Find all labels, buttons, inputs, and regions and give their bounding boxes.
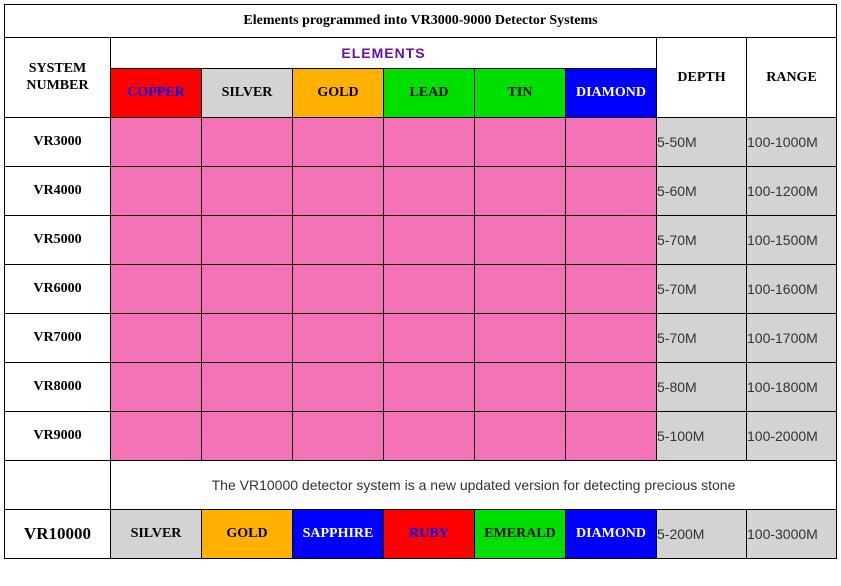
element-cell: [293, 216, 384, 265]
vr10000-element-sapphire: SAPPHIRE: [293, 510, 384, 559]
element-cell: [566, 314, 657, 363]
vr10000-element-silver: SILVER: [111, 510, 202, 559]
range-cell: 100-2000M: [747, 412, 837, 461]
title-row: Elements programmed into VR3000-9000 Det…: [5, 5, 837, 38]
element-header-diamond: DIAMOND: [566, 69, 657, 118]
systems-body: VR3000 5-50M100-1000M VR4000 5-60M100-1200M…: [5, 118, 837, 461]
detector-table: Elements programmed into VR3000-9000 Det…: [4, 4, 837, 559]
element-cell: [566, 412, 657, 461]
table-title: Elements programmed into VR3000-9000 Det…: [5, 5, 837, 38]
system-row: VR8000 5-80M100-1800M: [5, 363, 837, 412]
element-cell: [111, 363, 202, 412]
depth-cell: 5-60M: [657, 167, 747, 216]
system-name: VR8000: [5, 363, 111, 412]
element-cell: [566, 363, 657, 412]
element-cell: [111, 314, 202, 363]
element-header-lead: LEAD: [384, 69, 475, 118]
system-row: VR6000 5-70M100-1600M: [5, 265, 837, 314]
element-cell: [475, 216, 566, 265]
vr10000-element-gold: GOLD: [202, 510, 293, 559]
element-cell: [293, 412, 384, 461]
range-cell: 100-1600M: [747, 265, 837, 314]
range-cell: 100-1200M: [747, 167, 837, 216]
vr10000-element-diamond: DIAMOND: [566, 510, 657, 559]
element-cell: [202, 363, 293, 412]
system-number-header-text: SYSTEM NUMBER: [26, 61, 88, 93]
element-cell: [202, 167, 293, 216]
element-cell: [475, 412, 566, 461]
elements-heading: ELEMENTS: [111, 38, 657, 69]
element-cell: [384, 216, 475, 265]
element-header-tin: TIN: [475, 69, 566, 118]
element-cell: [475, 167, 566, 216]
element-cell: [111, 167, 202, 216]
system-row: VR9000 5-100M100-2000M: [5, 412, 837, 461]
range-cell: 100-1500M: [747, 216, 837, 265]
element-cell: [111, 412, 202, 461]
system-name: VR4000: [5, 167, 111, 216]
note-text: The VR10000 detector system is a new upd…: [111, 461, 837, 510]
depth-cell: 5-70M: [657, 314, 747, 363]
range-cell: 100-1700M: [747, 314, 837, 363]
element-cell: [111, 216, 202, 265]
vr10000-depth: 5-200M: [657, 510, 747, 559]
element-cell: [384, 118, 475, 167]
element-cell: [202, 412, 293, 461]
element-cell: [202, 314, 293, 363]
element-header-silver: SILVER: [202, 69, 293, 118]
depth-cell: 5-70M: [657, 265, 747, 314]
element-cell: [293, 167, 384, 216]
element-cell: [566, 265, 657, 314]
range-header: RANGE: [747, 38, 837, 118]
vr10000-element-emerald: EMERALD: [475, 510, 566, 559]
depth-cell: 5-70M: [657, 216, 747, 265]
system-row: VR5000 5-70M100-1500M: [5, 216, 837, 265]
depth-cell: 5-50M: [657, 118, 747, 167]
element-cell: [111, 118, 202, 167]
element-cell: [293, 118, 384, 167]
system-number-header: SYSTEM NUMBER: [5, 38, 111, 118]
vr10000-range: 100-3000M: [747, 510, 837, 559]
element-header-copper: COPPER: [111, 69, 202, 118]
system-name: VR9000: [5, 412, 111, 461]
element-cell: [475, 265, 566, 314]
system-row: VR7000 5-70M100-1700M: [5, 314, 837, 363]
element-cell: [566, 216, 657, 265]
system-name: VR5000: [5, 216, 111, 265]
element-cell: [566, 118, 657, 167]
element-cell: [111, 265, 202, 314]
element-cell: [384, 412, 475, 461]
element-cell: [384, 363, 475, 412]
depth-cell: 5-100M: [657, 412, 747, 461]
element-cell: [475, 118, 566, 167]
element-cell: [475, 314, 566, 363]
range-cell: 100-1800M: [747, 363, 837, 412]
range-cell: 100-1000M: [747, 118, 837, 167]
element-cell: [384, 265, 475, 314]
element-header-gold: GOLD: [293, 69, 384, 118]
vr10000-element-ruby: RUBY: [384, 510, 475, 559]
vr10000-row: VR10000SILVERGOLDSAPPHIRERUBYEMERALDDIAM…: [5, 510, 837, 559]
vr10000-name: VR10000: [5, 510, 111, 559]
element-cell: [293, 265, 384, 314]
element-cell: [566, 167, 657, 216]
element-cell: [202, 118, 293, 167]
elements-heading-row: SYSTEM NUMBER ELEMENTS DEPTH RANGE: [5, 38, 837, 69]
element-cell: [293, 363, 384, 412]
element-cell: [202, 216, 293, 265]
element-cell: [384, 167, 475, 216]
note-row: The VR10000 detector system is a new upd…: [5, 461, 837, 510]
element-cell: [384, 314, 475, 363]
depth-cell: 5-80M: [657, 363, 747, 412]
depth-header: DEPTH: [657, 38, 747, 118]
element-cell: [475, 363, 566, 412]
system-name: VR6000: [5, 265, 111, 314]
element-cell: [202, 265, 293, 314]
system-name: VR3000: [5, 118, 111, 167]
element-cell: [293, 314, 384, 363]
system-name: VR7000: [5, 314, 111, 363]
system-row: VR4000 5-60M100-1200M: [5, 167, 837, 216]
system-row: VR3000 5-50M100-1000M: [5, 118, 837, 167]
